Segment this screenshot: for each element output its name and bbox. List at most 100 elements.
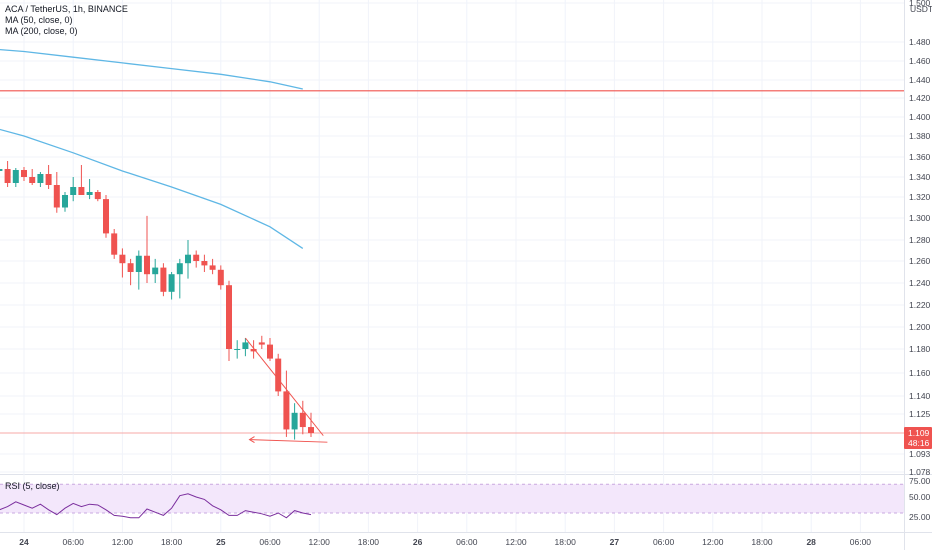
- candle: [258, 335, 265, 349]
- y-tick-label: 1.240: [909, 278, 931, 288]
- candle: [119, 248, 126, 278]
- ma200-legend: MA (200, close, 0): [5, 26, 78, 36]
- last-price-countdown: 48:16: [908, 438, 930, 448]
- candle-body: [94, 192, 101, 200]
- y-tick-label: 1.340: [909, 172, 931, 182]
- candle: [135, 250, 142, 290]
- candle: [242, 338, 249, 357]
- candle: [234, 340, 241, 359]
- y-tick-label: 1.420: [909, 93, 931, 103]
- candle-body: [299, 412, 306, 428]
- rsi-line: [0, 493, 312, 519]
- y-tick-label: 1.160: [909, 368, 931, 378]
- symbol-title: ACA / TetherUS, 1h, BINANCE: [5, 4, 128, 14]
- candle: [86, 179, 93, 200]
- candle: [209, 258, 216, 275]
- y-tick-label: 1.400: [909, 112, 931, 122]
- candle: [152, 258, 159, 283]
- y-tick-label: 1.300: [909, 213, 931, 223]
- candle: [144, 215, 150, 283]
- y-tick-label: 1.360: [909, 152, 931, 162]
- candle: [94, 190, 101, 202]
- ma50-line: [0, 128, 304, 249]
- ma200-line: [0, 48, 303, 90]
- y-tick-label: 1.320: [909, 192, 931, 202]
- candle: [193, 250, 200, 268]
- candle: [267, 338, 273, 361]
- y-tick-label: 1.260: [909, 256, 931, 266]
- candle-body: [160, 267, 167, 292]
- candle-body: [242, 342, 249, 349]
- support-arrow-head: [248, 436, 255, 443]
- candle-body: [250, 349, 257, 352]
- candle-body: [258, 342, 265, 345]
- x-tick-label: 06:00: [63, 537, 85, 547]
- y-tick-label: 1.480: [909, 37, 931, 47]
- candle-body: [185, 254, 191, 264]
- x-tick-label: 18:00: [555, 537, 577, 547]
- candle: [78, 165, 85, 195]
- candle: [37, 172, 44, 187]
- candle-body: [291, 412, 298, 430]
- y-tick-label: 1.125: [909, 409, 931, 419]
- x-tick-label: 06:00: [653, 537, 675, 547]
- candle-body: [226, 285, 232, 349]
- candle: [226, 280, 232, 361]
- candle-body: [168, 274, 175, 292]
- candle-body: [12, 170, 19, 183]
- candle: [111, 229, 118, 259]
- candle: [103, 195, 109, 238]
- candle-body: [111, 233, 118, 255]
- rsi-tick-label: 75.00: [909, 476, 931, 486]
- y-tick-label: 1.180: [909, 344, 931, 354]
- candle: [12, 168, 19, 187]
- candle: [176, 258, 183, 299]
- candle-body: [86, 192, 93, 195]
- candle: [250, 340, 257, 359]
- x-tick-label: 06:00: [850, 537, 872, 547]
- trend-line: [245, 337, 324, 436]
- candle: [201, 254, 208, 272]
- x-tick-label: 18:00: [161, 537, 183, 547]
- candle-body: [308, 427, 314, 433]
- x-tick-label: 24: [19, 537, 29, 547]
- candle: [0, 169, 3, 171]
- candle-body: [275, 358, 282, 392]
- y-tick-label: 1.200: [909, 322, 931, 332]
- x-tick-label: 27: [610, 537, 620, 547]
- currency-label: USDT: [910, 4, 932, 14]
- candle-body: [0, 169, 3, 171]
- rsi-tick-label: 50.00: [909, 492, 931, 502]
- candle: [308, 412, 314, 437]
- candle-body: [29, 177, 36, 183]
- candle-body: [201, 261, 208, 266]
- candle: [127, 258, 134, 286]
- ma50-legend: MA (50, close, 0): [5, 15, 73, 25]
- candle: [21, 167, 27, 181]
- candle-body: [234, 349, 241, 350]
- x-tick-label: 12:00: [309, 537, 331, 547]
- candle: [160, 263, 167, 297]
- candle-body: [152, 267, 159, 275]
- candle-body: [209, 265, 216, 270]
- candle-body: [119, 254, 126, 264]
- candle-body: [267, 344, 273, 359]
- axis-layer: 1.500 1.480 1.460 1.440 1.420 1.400 1.380 1.360…: [19, 0, 930, 547]
- candle-body: [103, 199, 109, 234]
- candle-body: [62, 195, 68, 208]
- candle: [70, 177, 77, 202]
- y-tick-label: 1.078: [909, 467, 931, 477]
- candle: [299, 400, 306, 435]
- candle-body: [283, 391, 290, 430]
- y-tick-label: 1.500: [909, 0, 931, 8]
- candle-body: [135, 255, 142, 272]
- candle: [45, 165, 52, 189]
- x-tick-label: 12:00: [505, 537, 527, 547]
- x-tick-label: 12:00: [112, 537, 134, 547]
- x-tick-label: 28: [806, 537, 816, 547]
- candle: [4, 161, 11, 187]
- candle-body: [37, 174, 44, 183]
